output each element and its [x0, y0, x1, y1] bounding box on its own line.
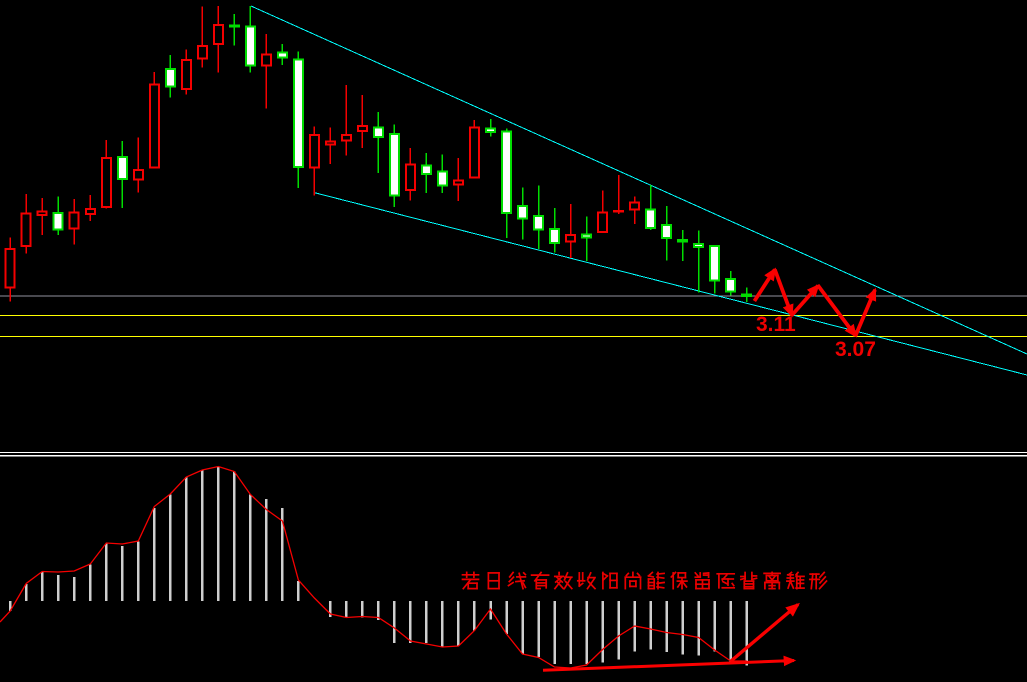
svg-text:3.07: 3.07	[835, 338, 876, 361]
svg-text:3.11: 3.11	[756, 313, 796, 336]
